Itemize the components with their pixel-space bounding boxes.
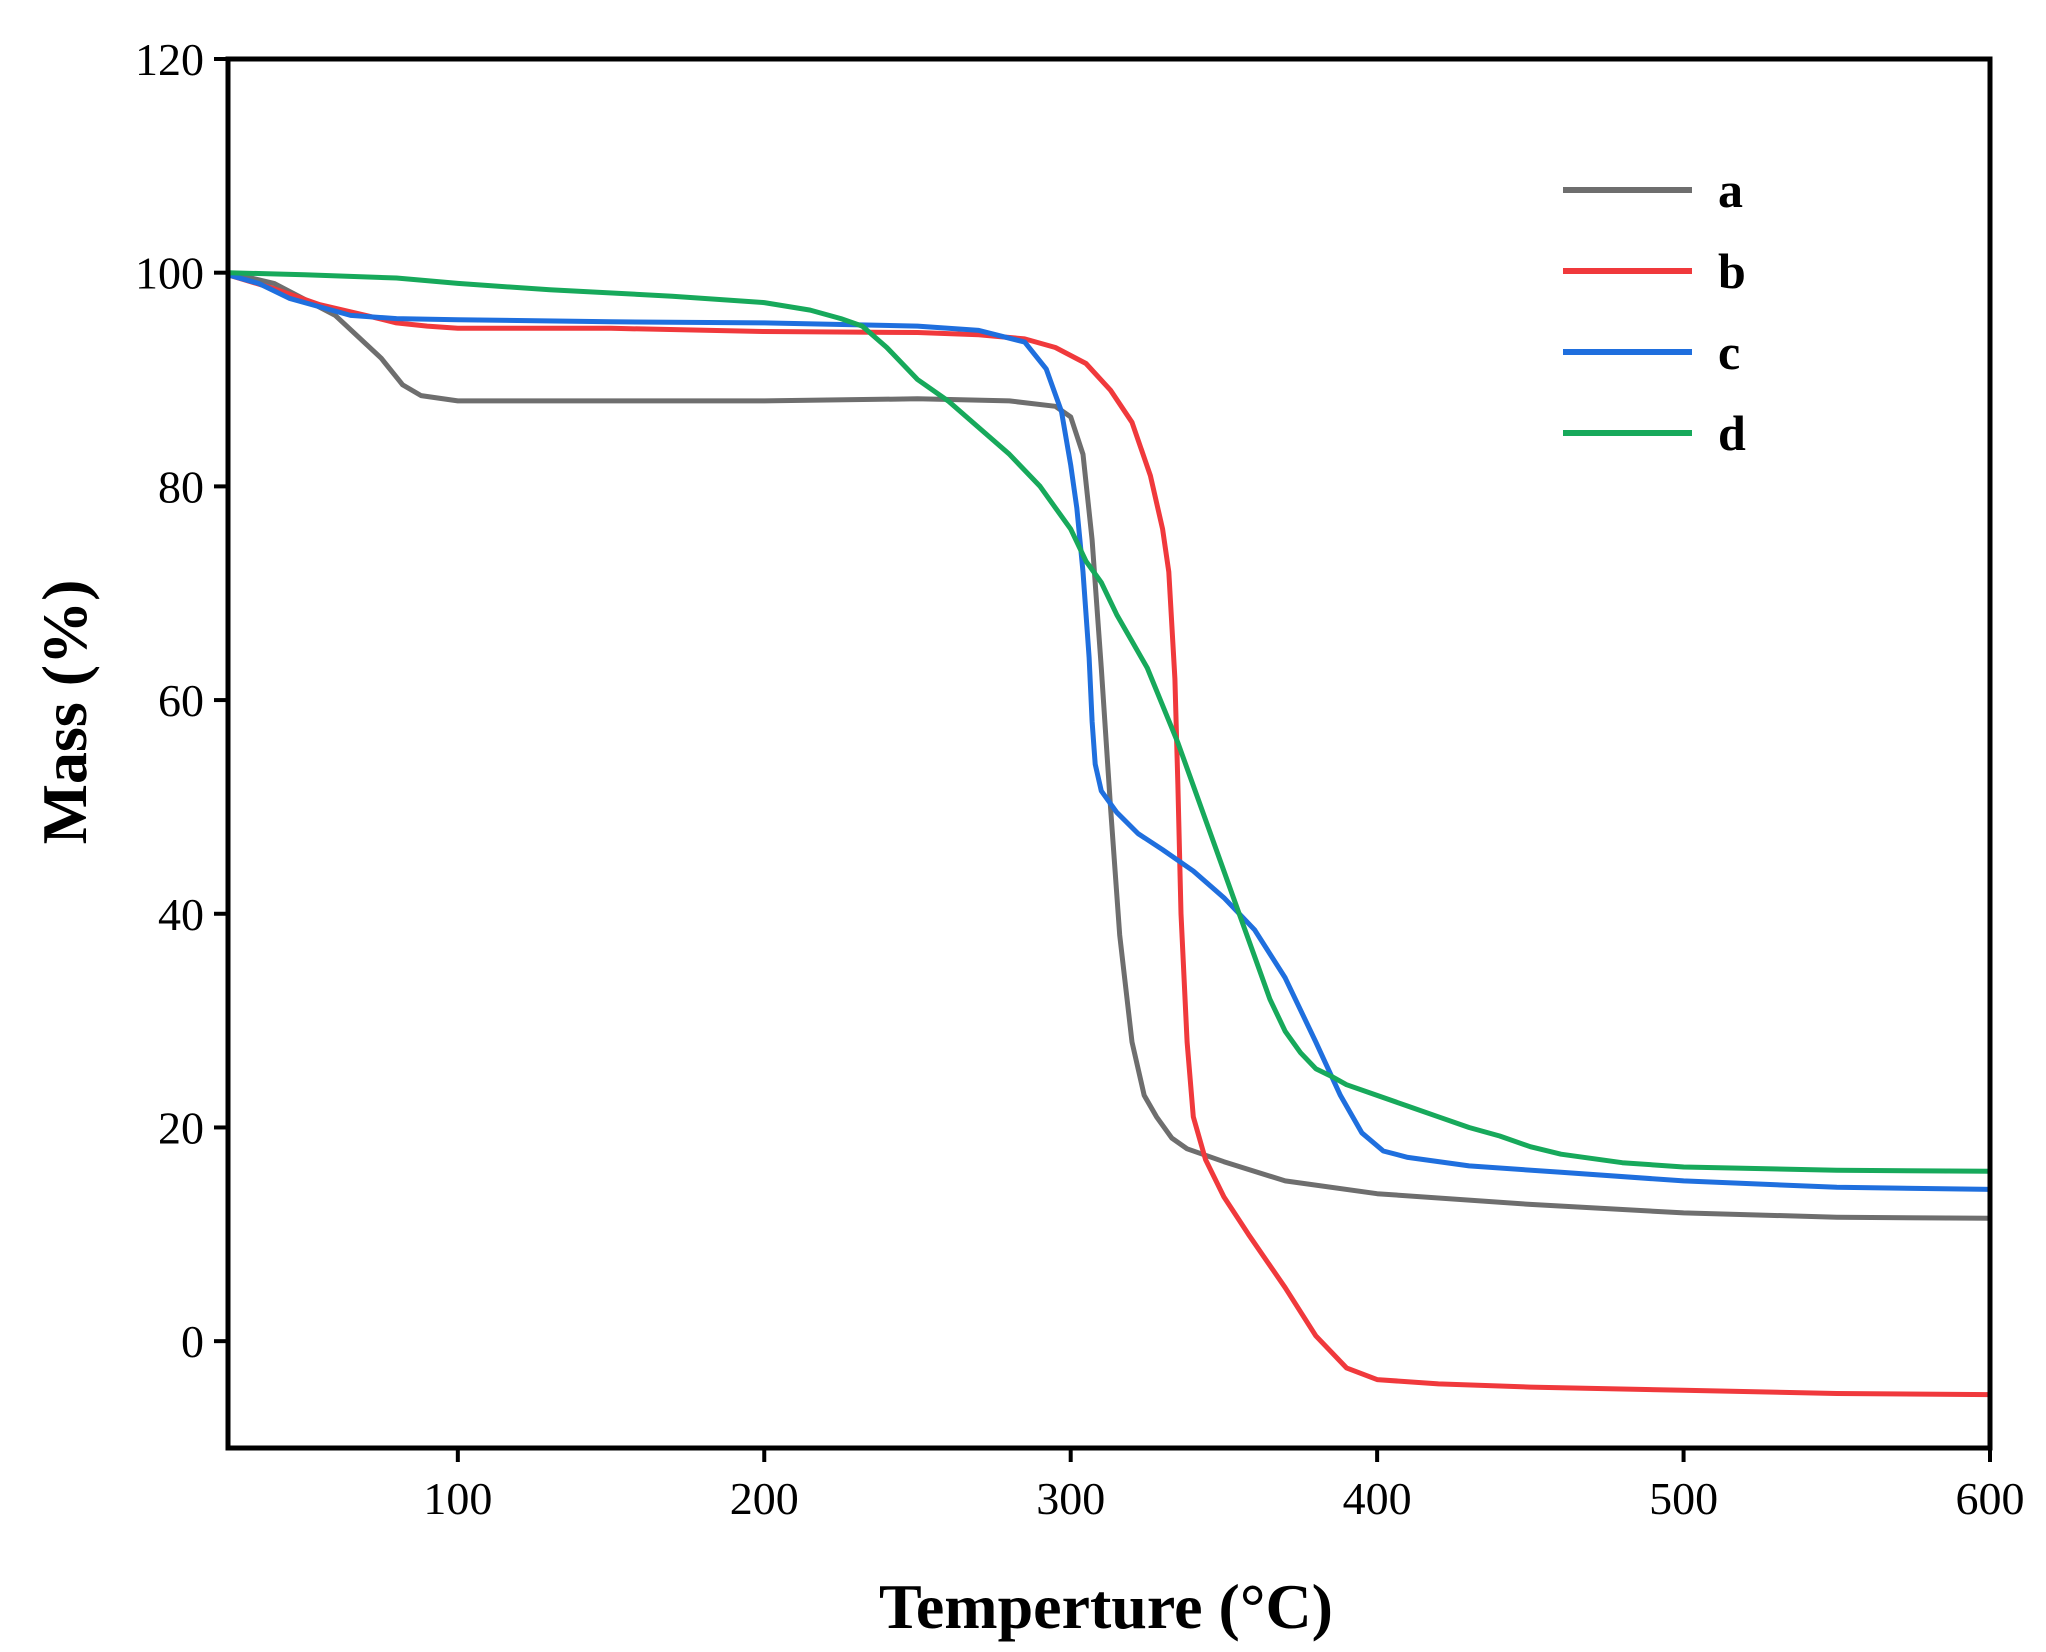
- series-line-d: [225, 270, 1993, 1174]
- x-tick-label: 100: [423, 1473, 492, 1524]
- x-tick-label: 200: [730, 1473, 799, 1524]
- x-axis-title: Temperture (°C): [879, 1571, 1333, 1642]
- series-layer: [225, 270, 1993, 1398]
- y-tick-label: 120: [135, 34, 204, 85]
- y-tick-label: 40: [158, 889, 204, 940]
- x-tick-label: 400: [1343, 1473, 1412, 1524]
- series-line-a: [225, 270, 1993, 1221]
- y-tick-label: 0: [181, 1316, 204, 1367]
- x-tick-label: 300: [1036, 1473, 1105, 1524]
- x-tick-label: 500: [1649, 1473, 1718, 1524]
- y-tick-label: 80: [158, 461, 204, 512]
- x-tick-label: 600: [1956, 1473, 2025, 1524]
- y-tick-label: 100: [135, 248, 204, 299]
- y-axis-title: Mass (%): [29, 580, 100, 845]
- plot-frame: [225, 56, 1993, 1451]
- tick-layer: 100 200 300 400 500 600 0 20 40 60 80 100 120: [135, 34, 2025, 1524]
- series-line-b: [225, 272, 1993, 1398]
- legend-label-a: a: [1718, 162, 1743, 218]
- y-tick-label: 60: [158, 675, 204, 726]
- series-line-c: [225, 272, 1993, 1192]
- legend-label-b: b: [1718, 243, 1746, 299]
- y-tick-label: 20: [158, 1102, 204, 1153]
- legend-label-d: d: [1718, 405, 1746, 461]
- legend-label-c: c: [1718, 324, 1740, 380]
